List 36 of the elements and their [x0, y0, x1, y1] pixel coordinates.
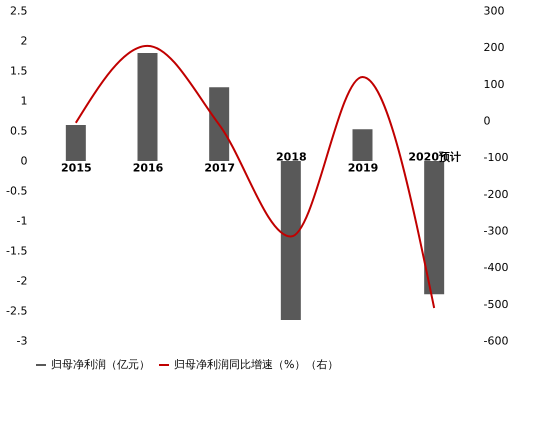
- y2-tick-label: 100: [484, 78, 504, 91]
- y2-tick-label: -100: [484, 151, 508, 164]
- y-tick-label: -0.5: [6, 184, 28, 198]
- x-tick-label: 2016: [132, 162, 164, 174]
- y-tick-label: -3: [16, 334, 28, 348]
- bar: [138, 53, 158, 161]
- y-tick-label: -1.5: [6, 244, 28, 258]
- bar: [352, 129, 372, 161]
- y2-tick-label: -500: [484, 298, 508, 311]
- y-tick-label: 1: [20, 94, 28, 108]
- bar: [280, 161, 301, 320]
- y2-tick-label: -600: [484, 334, 508, 348]
- y2-tick-label: 200: [484, 41, 504, 54]
- x-tick-label: 2019: [348, 162, 378, 174]
- y-tick-label: 2.5: [10, 4, 28, 18]
- y-tick-label: -1: [16, 214, 28, 228]
- y2-tick-label: -200: [484, 188, 508, 201]
- bar: [66, 125, 86, 161]
- y-tick-label: 2: [20, 34, 28, 48]
- y-tick-label: 0: [20, 154, 28, 168]
- x-tick-label: 2020预计: [408, 150, 461, 164]
- legend-label: 归母净利润同比增速（%）（右）: [174, 358, 338, 371]
- x-tick-label: 2017: [204, 162, 235, 174]
- y2-tick-label: 0: [484, 114, 490, 128]
- x-tick-label: 2015: [61, 162, 92, 174]
- y2-tick-label: -300: [484, 224, 508, 238]
- y-tick-label: 0.5: [10, 124, 28, 138]
- y2-tick-label: -400: [484, 261, 508, 274]
- legend-label: 归母净利润（亿元）: [51, 358, 150, 371]
- y2-tick-label: 300: [484, 4, 504, 18]
- x-tick-label: 2018: [276, 150, 307, 164]
- bar: [209, 87, 230, 161]
- bar: [424, 161, 444, 294]
- y-tick-label: 1.5: [10, 64, 28, 78]
- y-tick-label: -2: [16, 274, 28, 288]
- y-tick-label: -2.5: [6, 304, 28, 318]
